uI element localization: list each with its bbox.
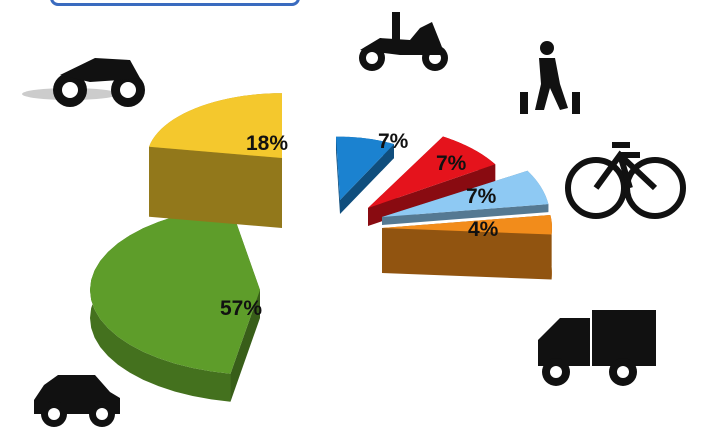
- pie-slice-pedestrian: [368, 136, 496, 226]
- truck-icon: [538, 310, 656, 386]
- car-icon: [34, 375, 120, 427]
- pie-slice-top-scooter: [335, 136, 394, 200]
- pie-slice-wall-car-0: [230, 290, 260, 402]
- slice-label-motorcycle: 18%: [246, 132, 288, 155]
- pedestrian-icon: [520, 41, 580, 114]
- pie-slice-top-pedestrian: [368, 136, 496, 208]
- pie-slice-wall-motorcycle-0: [149, 146, 282, 228]
- slice-label-scooter: 7%: [378, 130, 409, 153]
- pie-slice-top-motorcycle: [149, 93, 282, 158]
- scooter-icon: [359, 12, 448, 71]
- pie-slice-wall-bicycle-1: [382, 204, 549, 225]
- slice-label-bicycle: 7%: [466, 185, 497, 208]
- pie-slice-wall-pedestrian-1: [368, 164, 496, 226]
- pie-slice-scooter: [335, 136, 394, 214]
- pie-slice-top-truck: [382, 214, 552, 235]
- pie-slice-wall-scooter-0: [335, 136, 340, 214]
- pie-slice-top-car: [90, 206, 260, 374]
- slice-label-pedestrian: 7%: [436, 152, 467, 175]
- pie-slice-car: [90, 206, 260, 402]
- pie-slice-top-bicycle: [382, 170, 549, 217]
- pie-slice-motorcycle: [149, 93, 282, 228]
- slice-label-truck: 4%: [468, 218, 499, 241]
- slice-label-car: 57%: [220, 297, 262, 320]
- pie-slice-truck: [382, 214, 552, 280]
- pie-slice-wall-truck-1: [382, 228, 552, 280]
- bicycle-icon: [565, 142, 686, 219]
- motorcycle-icon: [22, 58, 145, 107]
- pie-slice-wall-scooter-1: [340, 144, 394, 214]
- pie-slice-bicycle: [382, 170, 549, 225]
